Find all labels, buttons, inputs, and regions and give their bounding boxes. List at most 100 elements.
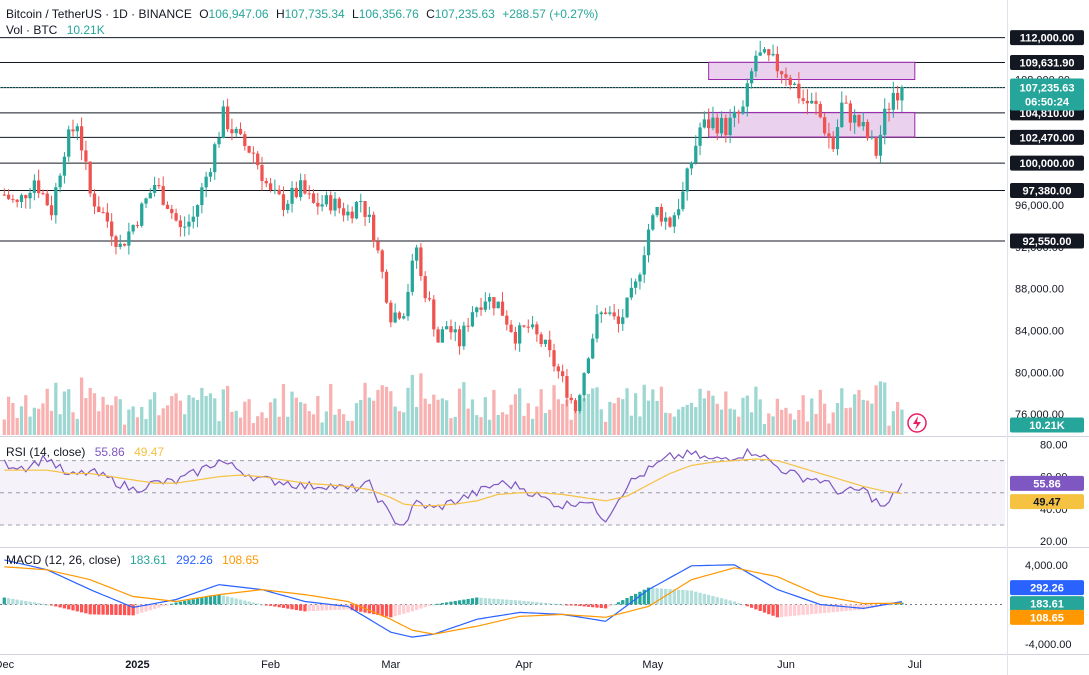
volume-bar [638,416,642,435]
volume-bar [247,399,251,435]
volume-bar [28,416,32,435]
candle-body [539,334,543,345]
candle-body [857,114,861,127]
candle-body [702,119,706,128]
macd-hist-bar [453,600,457,605]
rsi-title: RSI (14, close) [6,445,85,459]
macd-hist-bar [92,604,97,615]
macd-hist-bar [513,600,518,605]
candle-body [67,129,71,157]
candle-body [887,108,891,110]
level-label: 97,380.00 [1023,186,1072,198]
candle-body [595,314,599,339]
macd-hist-bar [58,604,62,608]
macd-hist-bar [333,604,337,611]
svg-text:MACD (12, 26, close) 183.6: MACD (12, 26, close) 183.61 292.26 108.6… [6,553,259,567]
candle-body [445,326,449,330]
macd-hist-bar [715,597,719,605]
volume-bar [264,418,268,435]
volume-bar [393,406,397,435]
macd-hist-bar [367,604,371,614]
macd-hist-bar [316,604,320,611]
candle-body [148,192,152,199]
macd-hist-bar [389,604,393,618]
candle-body [397,312,402,319]
candle-body [874,137,878,156]
volume-bar [213,398,217,435]
macd-value: 292.26 [176,553,213,567]
time-tick-label: May [642,659,663,671]
volume-bar [475,415,479,435]
macd-hist-bar [530,601,535,605]
volume-bar [19,406,24,435]
candle-body [230,129,234,134]
volume-bar [41,403,45,435]
candle-body [526,326,530,328]
rsi-tick-label: 20.00 [1040,536,1068,548]
candle-body [698,127,702,146]
volume-bar [251,423,256,435]
volume-bar [685,404,689,435]
candle-body [114,236,118,247]
candle-body [844,102,848,104]
candle-body [406,291,410,317]
volume-bar [97,411,101,435]
candle-body [303,180,307,194]
macd-hist-bar [277,604,281,608]
candle-body [251,152,256,154]
candle-body [333,198,337,211]
volume-bar [505,414,509,435]
macd-hist-bar [402,604,406,614]
rsi-tick-label: 80.00 [1040,439,1068,451]
volume-bar [359,399,363,435]
macd-hist-bar [655,588,659,605]
macd-hist-bar [256,603,260,605]
last-price-box [1010,78,1084,111]
alert-icon[interactable] [907,413,927,433]
volume-bar [329,383,333,435]
volume-bar [518,388,522,435]
volume-bar [75,418,79,435]
candle-body [543,339,548,345]
candle-body [92,193,97,207]
macd-hist-bar [728,600,732,605]
macd-hist-bar [32,602,36,605]
candle-body [62,156,67,176]
candle-body [732,111,737,118]
macd-hist-bar [608,604,612,607]
candle-body [771,53,775,56]
candle-body [745,83,749,107]
high-label: H [276,7,285,21]
volume-bar [792,419,797,435]
candle-body [187,221,191,227]
candle-body [655,206,659,216]
macd-hist-bar [741,604,745,606]
macd-hist-bar [518,600,522,605]
volume-bar [333,414,337,435]
candle-body [616,316,621,324]
volume-bar [144,419,148,435]
macd-hist-bar [183,600,187,605]
candle-body [122,243,127,246]
candle-body [372,214,376,242]
volume-last-label-box [1010,417,1084,433]
macd-hist-bar [419,604,423,609]
candle-body [530,324,535,328]
macd-hist-bar [427,604,432,606]
time-tick-label: 2025 [125,659,149,671]
macd-hist-bar [483,598,487,605]
macd-hist-bar [784,604,788,617]
macd-hist-bar [101,604,105,615]
volume-bar [595,387,599,435]
volume-bar [698,388,702,435]
volume-bar [513,394,518,435]
macd-hist-bar [131,604,135,616]
macd-hist-bar [247,601,251,605]
svg-text:RSI (14, close) 55.86: RSI (14, close) 55.86 49.47 [6,445,164,459]
volume-bar [324,411,329,435]
macd-hist-bar [337,604,341,610]
candle-body [367,214,371,217]
candle-body [664,217,668,222]
candle-body [436,329,440,343]
volume-bar [646,400,651,435]
